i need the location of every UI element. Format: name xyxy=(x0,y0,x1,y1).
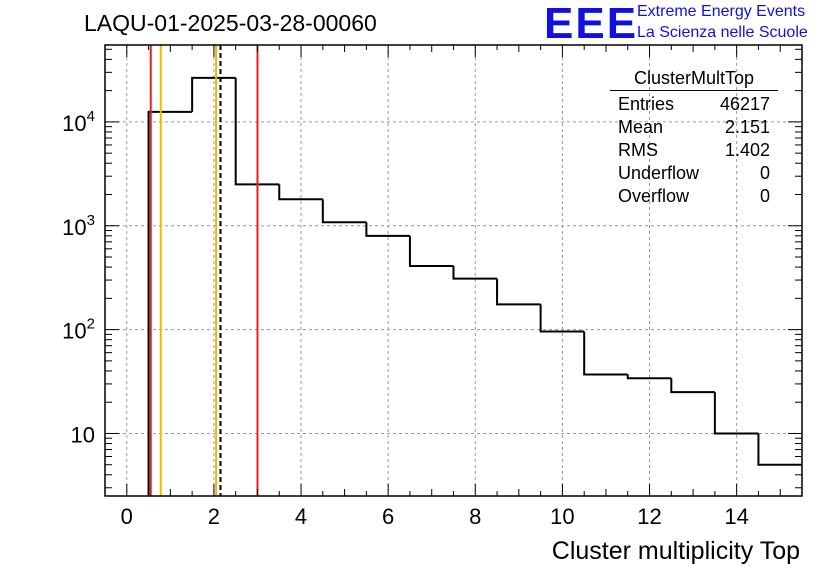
x-tick-label: 10 xyxy=(550,504,574,529)
stats-row: Overflow 0 xyxy=(610,185,778,208)
x-tick-label: 6 xyxy=(382,504,394,529)
histogram-bin xyxy=(408,235,454,267)
stats-label: RMS xyxy=(618,140,658,160)
histogram-bin xyxy=(626,374,672,380)
histogram-bars xyxy=(147,76,802,496)
axis-ticks: 0 2 4 6 8 10 12 14 10 102 103 104 xyxy=(62,45,803,529)
logo-line-1: Extreme Energy Events xyxy=(637,3,806,20)
x-tick-label: 12 xyxy=(637,504,661,529)
page-title: LAQU-01-2025-03-28-00060 xyxy=(84,10,377,36)
logo-line-2: La Scienza nelle Scuole xyxy=(637,24,808,41)
histogram-bin xyxy=(452,265,498,280)
stats-row: Entries 46217 xyxy=(610,93,778,116)
stats-box: ClusterMultTop Entries 46217 Mean 2.151 … xyxy=(610,68,778,208)
stats-label: Underflow xyxy=(618,163,700,183)
stats-value: 0 xyxy=(759,163,770,183)
eee-logo: EEE xyxy=(544,0,639,48)
y-tick-label: 103 xyxy=(62,212,95,240)
x-tick-label: 2 xyxy=(208,504,220,529)
marker-lines xyxy=(149,45,259,496)
x-axis-label: Cluster multiplicity Top xyxy=(552,537,800,565)
histogram-bin xyxy=(147,110,193,496)
stats-label: Mean xyxy=(618,117,664,137)
histogram-bin xyxy=(234,77,280,186)
y-tick-label: 104 xyxy=(62,108,95,136)
stats-value: 46217 xyxy=(719,94,770,114)
stats-label: Entries xyxy=(618,94,675,114)
x-tick-label: 4 xyxy=(295,504,307,529)
histogram-bin xyxy=(365,222,410,237)
stats-row: RMS 1.402 xyxy=(610,139,778,162)
histogram-bin xyxy=(496,278,541,306)
stats-value: 2.151 xyxy=(724,117,770,137)
stats-row: Underflow 0 xyxy=(610,162,778,185)
histogram-bin xyxy=(278,184,323,201)
y-tick-label: 10 xyxy=(71,422,95,447)
stats-row: Mean 2.151 xyxy=(610,116,778,139)
histogram-bin xyxy=(321,199,367,224)
x-tick-label: 8 xyxy=(469,504,481,529)
histogram-bin xyxy=(757,433,802,466)
y-tick-label: 102 xyxy=(62,316,95,344)
stats-value: 1.402 xyxy=(724,140,770,160)
histogram-bin xyxy=(670,378,715,394)
stats-value: 0 xyxy=(759,186,770,206)
stats-title: ClusterMultTop xyxy=(610,68,778,91)
histogram-bin xyxy=(539,304,585,333)
x-tick-label: 0 xyxy=(121,504,133,529)
x-tick-label: 14 xyxy=(724,504,748,529)
histogram-bin xyxy=(583,331,628,376)
stats-label: Overflow xyxy=(618,186,690,206)
histogram-bin xyxy=(713,392,759,435)
